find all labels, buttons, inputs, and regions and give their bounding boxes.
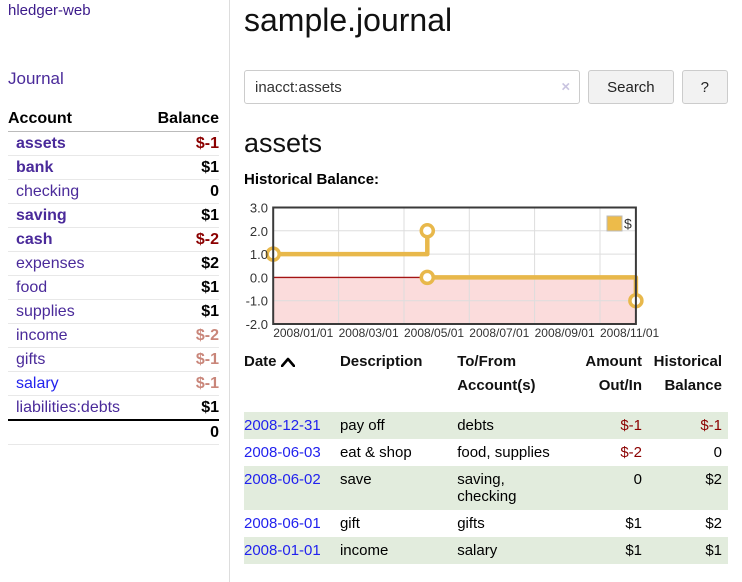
svg-text:0.0: 0.0 <box>250 270 268 285</box>
svg-text:2008/03/01: 2008/03/01 <box>339 326 399 340</box>
svg-text:3.0: 3.0 <box>250 201 268 216</box>
svg-text:$: $ <box>624 216 632 232</box>
svg-text:-1.0: -1.0 <box>246 294 268 309</box>
svg-text:2.0: 2.0 <box>250 224 268 239</box>
svg-text:-2.0: -2.0 <box>246 317 268 332</box>
svg-text:2008/05/01: 2008/05/01 <box>404 326 464 340</box>
svg-text:2008/07/01: 2008/07/01 <box>469 326 529 340</box>
svg-text:1.0: 1.0 <box>250 247 268 262</box>
svg-text:2008/11/01: 2008/11/01 <box>600 326 659 340</box>
svg-text:2008/01/01: 2008/01/01 <box>273 326 333 340</box>
svg-text:2008/09/01: 2008/09/01 <box>535 326 595 340</box>
